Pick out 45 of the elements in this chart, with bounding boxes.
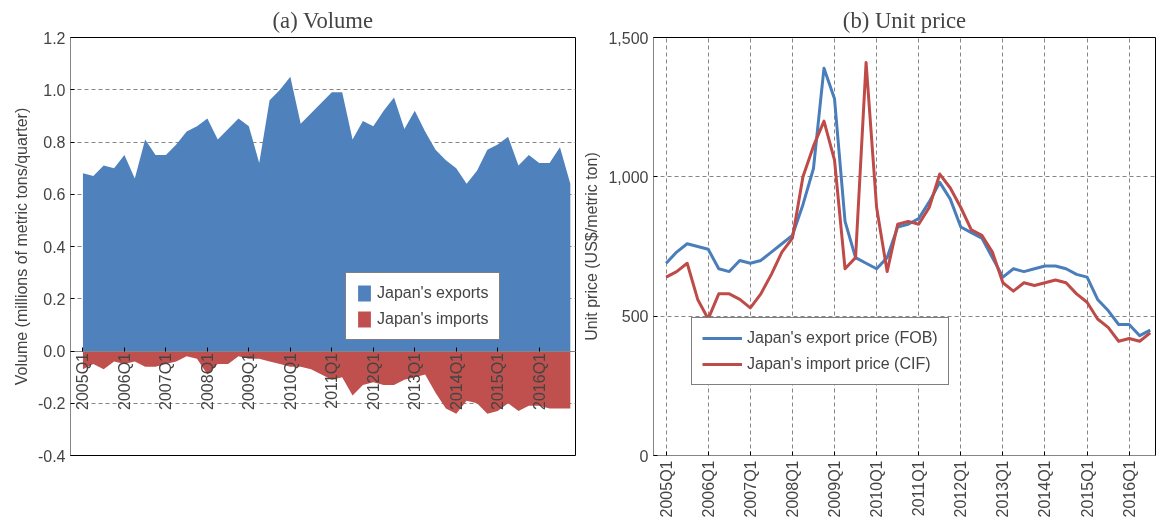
y-axis-title: Volume (millions of metric tons/quarter): [12, 107, 30, 386]
x-tick-label: 2016Q1: [1120, 460, 1138, 518]
x-tick-label: 2016Q1: [530, 352, 548, 410]
x-tick-label: 2006Q1: [115, 352, 133, 410]
x-tick-label: 2015Q1: [1078, 460, 1096, 518]
y-tick-label: -0.4: [37, 447, 66, 465]
y-tick-label: 0.6: [43, 186, 66, 204]
x-tick-label: 2007Q1: [741, 460, 759, 518]
y-tick-label: 0: [639, 447, 649, 465]
x-tick-label: 2013Q1: [994, 460, 1012, 518]
y-axis-title: Unit price (US$/metric ton): [583, 152, 601, 341]
x-tick-label: 2009Q1: [826, 460, 844, 518]
y-tick-label: 0.8: [43, 134, 66, 151]
y-tick-label: 0.4: [43, 238, 66, 256]
x-tick-label: 2012Q1: [364, 352, 382, 410]
y-tick-label: 0.0: [43, 343, 66, 360]
chart-title: (b) Unit price: [842, 7, 967, 33]
y-tick-label: 1.2: [43, 29, 66, 47]
x-tick-label: 2010Q1: [281, 352, 299, 410]
x-tick-label: 2011Q1: [323, 352, 341, 409]
x-tick-label: 2005Q1: [657, 460, 675, 518]
x-tick-label: 2015Q1: [489, 352, 507, 410]
chart-title: (a) Volume: [272, 7, 374, 33]
x-tick-label: 2012Q1: [952, 460, 970, 518]
legend-label: Japan's exports: [377, 284, 489, 302]
x-tick-label: 2014Q1: [1036, 460, 1054, 518]
y-tick-label: 500: [621, 308, 649, 326]
legend-label: Japan's imports: [377, 310, 489, 328]
x-tick-label: 2013Q1: [406, 352, 424, 410]
x-tick-label: 2009Q1: [240, 352, 258, 410]
x-tick-label: 2010Q1: [868, 460, 886, 518]
y-tick-label: -0.2: [37, 395, 66, 413]
x-tick-label: 2007Q1: [157, 352, 175, 410]
y-tick-label: 1.0: [43, 81, 66, 99]
legend-label: Japan's export price (FOB): [747, 329, 938, 347]
x-tick-label: 2006Q1: [699, 460, 717, 518]
legend-label: Japan's import price (CIF): [747, 355, 931, 373]
x-tick-label: 2014Q1: [447, 352, 465, 410]
x-tick-label: 2008Q1: [198, 352, 216, 410]
y-tick-label: 0.2: [43, 290, 66, 308]
y-tick-label: 1,000: [608, 168, 649, 186]
x-tick-label: 2011Q1: [910, 460, 928, 517]
x-tick-label: 2005Q1: [74, 352, 92, 410]
x-tick-label: 2008Q1: [783, 460, 801, 518]
y-tick-label: 1,500: [608, 29, 649, 47]
